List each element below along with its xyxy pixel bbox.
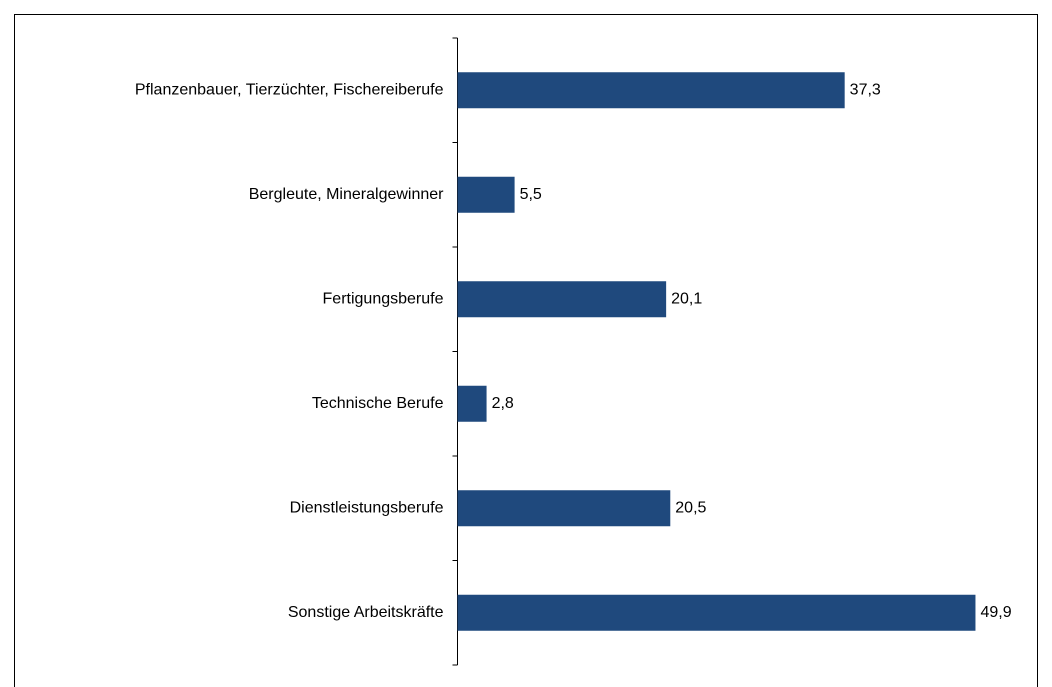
data-label: 5,5 (520, 186, 542, 203)
category-label: Technische Berufe (312, 395, 444, 412)
bar (457, 176, 515, 213)
category-label: Sonstige Arbeitskräfte (288, 604, 444, 621)
chart-frame (14, 14, 1038, 687)
bar (457, 72, 845, 109)
category-label: Bergleute, Mineralgewinner (249, 186, 444, 203)
data-label: 20,1 (671, 290, 702, 307)
data-label: 49,9 (980, 604, 1011, 621)
data-label: 2,8 (492, 395, 514, 412)
bar (457, 281, 667, 318)
category-label: Dienstleistungsberufe (290, 499, 444, 516)
bar (457, 490, 671, 527)
bar (457, 594, 976, 631)
data-label: 20,5 (675, 499, 706, 516)
category-label: Fertigungsberufe (323, 290, 444, 307)
category-label: Pflanzenbauer, Tierzüchter, Fischereiber… (135, 81, 444, 98)
data-label: 37,3 (850, 81, 881, 98)
bar (457, 385, 487, 422)
